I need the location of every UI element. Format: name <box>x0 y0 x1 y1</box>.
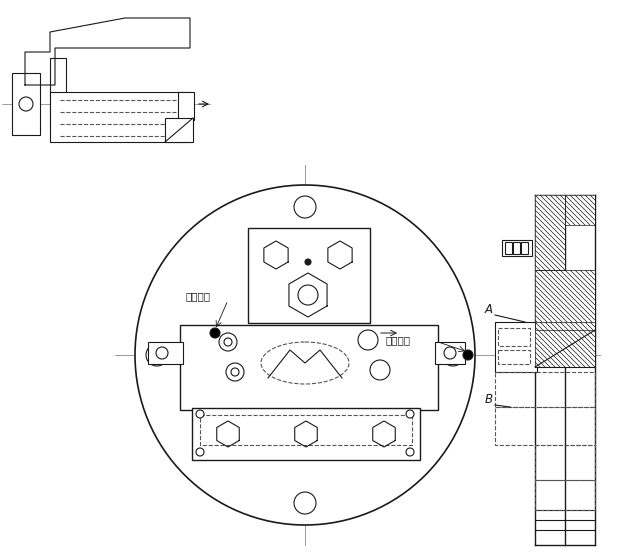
Circle shape <box>442 344 464 366</box>
Circle shape <box>294 196 316 218</box>
Bar <box>502 240 532 256</box>
Circle shape <box>219 333 237 351</box>
Bar <box>248 228 370 323</box>
Bar <box>200 415 412 445</box>
Bar <box>521 242 528 254</box>
Bar <box>165 118 193 142</box>
Bar <box>513 242 520 254</box>
Circle shape <box>370 360 390 380</box>
Bar <box>180 325 438 410</box>
Bar <box>498 328 530 346</box>
Circle shape <box>19 97 33 111</box>
Text: B: B <box>485 393 493 406</box>
Bar <box>50 58 66 128</box>
Bar <box>535 480 595 510</box>
Ellipse shape <box>261 342 349 384</box>
Circle shape <box>210 328 220 338</box>
Bar <box>565 195 595 225</box>
Bar <box>535 270 595 330</box>
Bar <box>535 322 595 367</box>
Circle shape <box>298 285 318 305</box>
Circle shape <box>135 185 475 525</box>
Circle shape <box>305 259 311 265</box>
Circle shape <box>196 410 204 418</box>
Text: 定位止销: 定位止销 <box>385 335 410 345</box>
Circle shape <box>406 448 414 456</box>
Bar <box>535 195 565 270</box>
Bar <box>535 195 565 270</box>
Circle shape <box>146 344 168 366</box>
Text: 定位止销: 定位止销 <box>185 291 210 301</box>
Bar <box>50 92 190 142</box>
Bar <box>435 342 465 364</box>
Circle shape <box>406 410 414 418</box>
Bar <box>148 342 183 364</box>
Bar <box>495 372 595 407</box>
Circle shape <box>463 350 473 360</box>
Bar <box>535 270 595 330</box>
Polygon shape <box>25 18 190 85</box>
Bar <box>178 92 194 120</box>
Circle shape <box>358 330 378 350</box>
Bar <box>12 73 40 135</box>
Bar <box>495 407 595 445</box>
Bar <box>505 242 512 254</box>
Circle shape <box>156 347 168 359</box>
Bar <box>565 195 595 225</box>
Bar <box>498 350 530 364</box>
Bar <box>192 408 420 460</box>
Circle shape <box>294 492 316 514</box>
Bar <box>535 322 595 367</box>
Circle shape <box>196 448 204 456</box>
Bar <box>495 322 537 372</box>
Text: A: A <box>485 303 493 316</box>
Circle shape <box>231 368 239 376</box>
Bar <box>535 270 595 330</box>
Circle shape <box>444 347 456 359</box>
Circle shape <box>224 338 232 346</box>
Circle shape <box>226 363 244 381</box>
Bar <box>535 445 595 480</box>
Bar <box>535 195 565 270</box>
Bar <box>565 195 595 225</box>
Bar <box>535 322 595 367</box>
